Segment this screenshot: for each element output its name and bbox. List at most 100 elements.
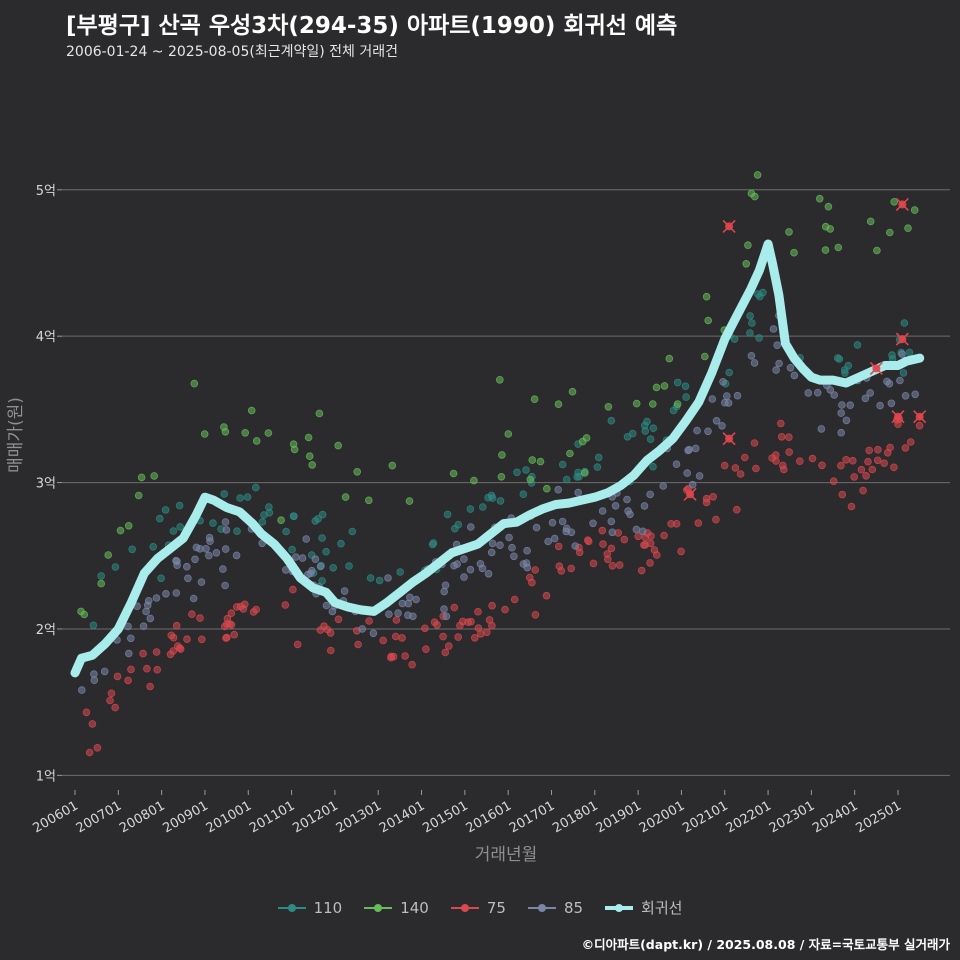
scatter-point-140 (497, 472, 506, 481)
x-tick-label: 201601 (464, 798, 514, 836)
scatter-point-85 (488, 539, 497, 548)
scatter-point-85 (90, 670, 98, 678)
scatter-point-85 (197, 578, 206, 586)
scatter-point-140 (673, 400, 682, 408)
scatter-point-110 (748, 319, 756, 327)
x-tick-label: 201101 (247, 798, 297, 836)
scatter-point-110 (574, 468, 582, 477)
scatter-point-75 (172, 621, 181, 630)
scatter-point-75 (281, 601, 290, 609)
scatter-point-85 (772, 366, 780, 374)
scatter-point-75 (847, 502, 856, 511)
scatter-point-75 (379, 636, 388, 645)
scatter-point-110 (329, 563, 338, 572)
scatter-point-75 (785, 433, 793, 442)
scatter-point-110 (220, 490, 229, 498)
scatter-point-75 (646, 539, 655, 548)
x-tick-label: 202401 (810, 798, 860, 836)
x-tick-label: 201801 (550, 798, 600, 836)
scatter-point-140 (536, 457, 545, 466)
scatter-point-85 (838, 401, 846, 409)
scatter-point-75 (485, 616, 494, 624)
scatter-point-110 (282, 527, 290, 536)
scatter-point-110 (233, 527, 241, 535)
y-tick-label: 4억 (36, 330, 56, 345)
scatter-point-85 (750, 359, 759, 367)
scatter-point-75 (667, 519, 675, 528)
scatter-point-85 (638, 527, 647, 536)
scatter-point-75 (439, 632, 447, 641)
scatter-point-110 (669, 406, 678, 415)
scatter-point-140 (353, 467, 362, 476)
scatter-point-75 (474, 607, 482, 616)
scatter-point-75 (153, 665, 162, 674)
scatter-point-75 (677, 547, 685, 556)
scatter-point-140 (542, 484, 551, 493)
scatter-point-140 (498, 451, 506, 459)
scatter-point-85 (281, 566, 290, 574)
scatter-point-75 (607, 544, 616, 553)
scatter-point-85 (544, 537, 552, 546)
x-tick-label: 201401 (377, 798, 427, 836)
scatter-point-75 (124, 676, 132, 685)
scatter-point-75 (146, 682, 154, 691)
scatter-point-75 (196, 614, 204, 622)
scatter-point-140 (200, 430, 209, 438)
scatter-point-85 (298, 554, 307, 562)
scatter-point-85 (219, 565, 227, 573)
scatter-point-85 (466, 565, 475, 574)
scatter-point-110 (322, 547, 330, 556)
scatter-point-110 (755, 334, 763, 342)
scatter-point-140 (247, 406, 256, 415)
scatter-point-140 (652, 383, 661, 392)
scatter-point-85 (550, 534, 559, 543)
scatter-point-75 (488, 601, 496, 610)
scatter-point-75 (880, 459, 888, 468)
scatter-point-140 (790, 248, 798, 257)
scatter-point-85 (306, 569, 315, 578)
scatter-point-85 (232, 551, 241, 560)
scatter-point-85 (747, 351, 756, 360)
scatter-point-75 (230, 630, 239, 639)
scatter-point-85 (558, 517, 567, 526)
scatter-point-85 (846, 401, 854, 410)
scatter-point-75 (531, 610, 540, 619)
scatter-point-140 (405, 497, 414, 505)
scatter-point-85 (574, 488, 582, 497)
scatter-point-75 (857, 465, 866, 474)
scatter-point-85 (328, 607, 337, 616)
x-tick-label: 201701 (507, 798, 557, 836)
scatter-point-75 (660, 531, 668, 540)
scatter-point-140 (315, 409, 324, 418)
scatter-point-110 (641, 427, 649, 435)
scatter-point-75 (444, 642, 453, 650)
scatter-point-140 (334, 441, 343, 450)
scatter-point-75 (430, 618, 439, 626)
scatter-point-75 (166, 650, 175, 659)
regression-line (70, 239, 925, 678)
scatter-point-140 (124, 521, 133, 530)
scatter-point-75 (198, 635, 206, 644)
scatter-point-85 (704, 427, 712, 436)
scatter-point-85 (125, 649, 133, 658)
scatter-point-75 (848, 456, 857, 465)
scatter-point-85 (720, 398, 729, 407)
scatter-point-75 (422, 645, 430, 653)
scatter-point-110 (755, 292, 764, 301)
scatter-point-75 (859, 486, 867, 495)
scatter-point-85 (646, 490, 654, 499)
scatter-point-85 (898, 350, 906, 359)
scatter-point-85 (691, 444, 700, 453)
scatter-point-85 (221, 581, 229, 590)
scatter-point-75 (421, 624, 429, 633)
scatter-point-75 (736, 470, 745, 478)
scatter-point-85 (484, 569, 493, 578)
scatter-point-85 (221, 545, 230, 553)
scatter-point-140 (252, 437, 261, 445)
highlight-x-marker (895, 332, 909, 346)
scatter-point-75 (837, 461, 845, 470)
scatter-point-75 (139, 649, 147, 658)
scatter-point-85 (876, 401, 884, 410)
scatter-point-75 (712, 515, 720, 524)
